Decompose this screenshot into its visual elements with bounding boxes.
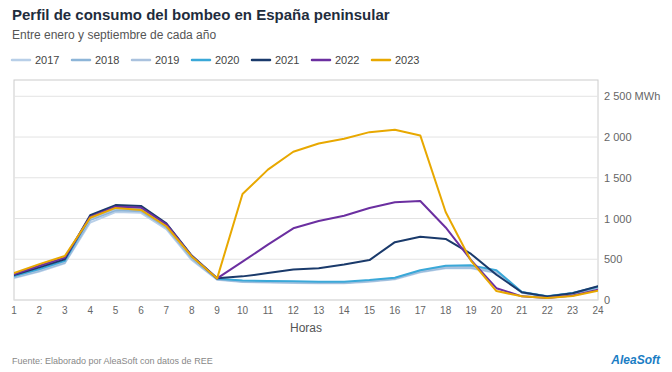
x-tick-label: 24	[592, 305, 604, 316]
legend-label: 2023	[395, 54, 419, 66]
x-tick-label: 5	[113, 305, 119, 316]
x-tick-label: 7	[164, 305, 170, 316]
x-tick-label: 10	[237, 305, 249, 316]
legend-swatch	[12, 59, 30, 62]
legend-swatch	[72, 59, 90, 62]
grid-line	[14, 259, 598, 260]
series-line	[14, 201, 598, 298]
y-tick-label: 1 500	[604, 172, 632, 184]
footer: Fuente: Elaborado por AleaSoft con datos…	[12, 356, 213, 366]
series-line	[14, 207, 598, 297]
legend-swatch	[192, 59, 210, 62]
y-tick-label: 2 000	[604, 131, 632, 143]
x-tick-label: 14	[339, 305, 351, 316]
x-tick-label: 1	[11, 305, 17, 316]
legend-label: 2022	[335, 54, 359, 66]
legend-label: 2019	[155, 54, 179, 66]
x-tick-label: 19	[465, 305, 477, 316]
x-tick-label: 6	[138, 305, 144, 316]
x-axis-label: Horas	[290, 321, 322, 335]
y-tick-label: 1 000	[604, 213, 632, 225]
lines	[14, 130, 598, 298]
grid-line	[14, 300, 598, 301]
y-tick-label: 2 500 MWh	[604, 90, 660, 102]
title: Perfil de consumo del bombeo en España p…	[12, 6, 390, 23]
logo: AleaSoft	[610, 353, 661, 367]
x-tick-label: 23	[567, 305, 579, 316]
x-tick-label: 4	[87, 305, 93, 316]
x-tick-label: 21	[516, 305, 528, 316]
grid-line	[14, 96, 598, 97]
x-tick-label: 17	[415, 305, 427, 316]
grid-line	[14, 177, 598, 178]
x-tick-label: 2	[37, 305, 43, 316]
x-tick-label: 8	[189, 305, 195, 316]
legend-swatch	[312, 59, 330, 62]
legend-label: 2020	[215, 54, 239, 66]
legend-swatch	[132, 59, 150, 62]
subtitle: Entre enero y septiembre de cada año	[12, 28, 216, 42]
x-tick-label: 13	[313, 305, 325, 316]
plot-frame	[14, 80, 598, 300]
legend-label: 2021	[275, 54, 299, 66]
legend-swatch	[372, 59, 390, 62]
legend-swatch	[252, 59, 270, 62]
x-tick-label: 15	[364, 305, 376, 316]
legend: 2017 2018 2019 2020 2021 2022 2023	[12, 54, 419, 66]
chart: Perfil de consumo del bombeo en España p…	[0, 0, 672, 372]
grid-line	[14, 137, 598, 138]
x-tick-label: 16	[389, 305, 401, 316]
x-tick-label: 12	[288, 305, 300, 316]
y-tick-label: 0	[604, 294, 610, 306]
y-tick-label: 500	[604, 253, 622, 265]
x-tick-label: 18	[440, 305, 452, 316]
x-tick-label: 20	[491, 305, 503, 316]
x-tick-label: 22	[542, 305, 554, 316]
legend-label: 2018	[95, 54, 119, 66]
x-tick-label: 11	[263, 305, 274, 316]
series-line	[14, 130, 598, 298]
series-line	[14, 205, 598, 297]
legend-label: 2017	[35, 54, 59, 66]
x-tick-label: 3	[62, 305, 68, 316]
x-tick-label: 9	[214, 305, 220, 316]
